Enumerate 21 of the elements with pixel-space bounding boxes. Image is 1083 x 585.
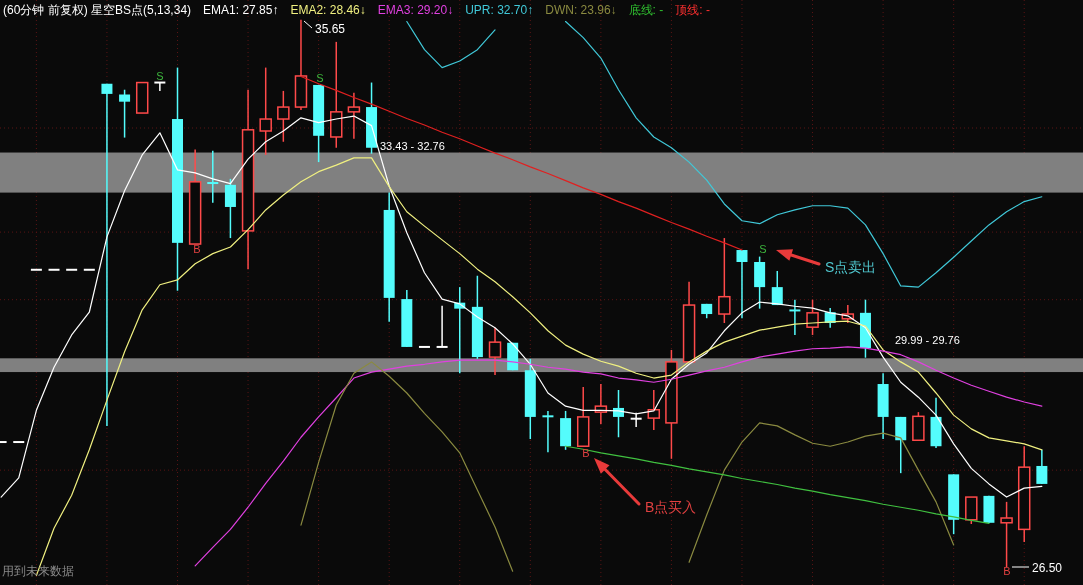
annotation: S xyxy=(316,72,324,84)
text: EMA3: 29.20↓ xyxy=(377,3,454,17)
annotation: S点卖出 xyxy=(825,259,877,275)
band-label: 29.99 - 29.76 xyxy=(895,334,960,347)
annotation: B xyxy=(1003,565,1011,577)
annotation: B xyxy=(193,243,201,255)
band-label: 33.43 - 32.76 xyxy=(380,139,445,152)
annotation: B xyxy=(582,447,590,459)
chart-title: (60分钟 前复权) 星空BS点(5,13,34) xyxy=(3,3,192,17)
annotation: 顶线: - xyxy=(675,3,710,17)
annotation: S xyxy=(156,70,164,82)
annotation: S xyxy=(759,243,767,255)
annotation: 35.65 xyxy=(315,22,346,36)
series-label: UPR: 32.70↑ xyxy=(465,3,534,17)
text: DWN: 23.96↓ xyxy=(545,3,617,17)
text: EMA2: 28.46↓ xyxy=(290,3,366,17)
annotation: B点买入 xyxy=(645,499,697,515)
text: EMA1: 27.85↑ xyxy=(203,3,279,17)
annotation: 底线: - xyxy=(628,3,664,17)
annotation: 26.50 xyxy=(1032,561,1063,575)
annotation: 用到未来数据 xyxy=(2,564,74,578)
